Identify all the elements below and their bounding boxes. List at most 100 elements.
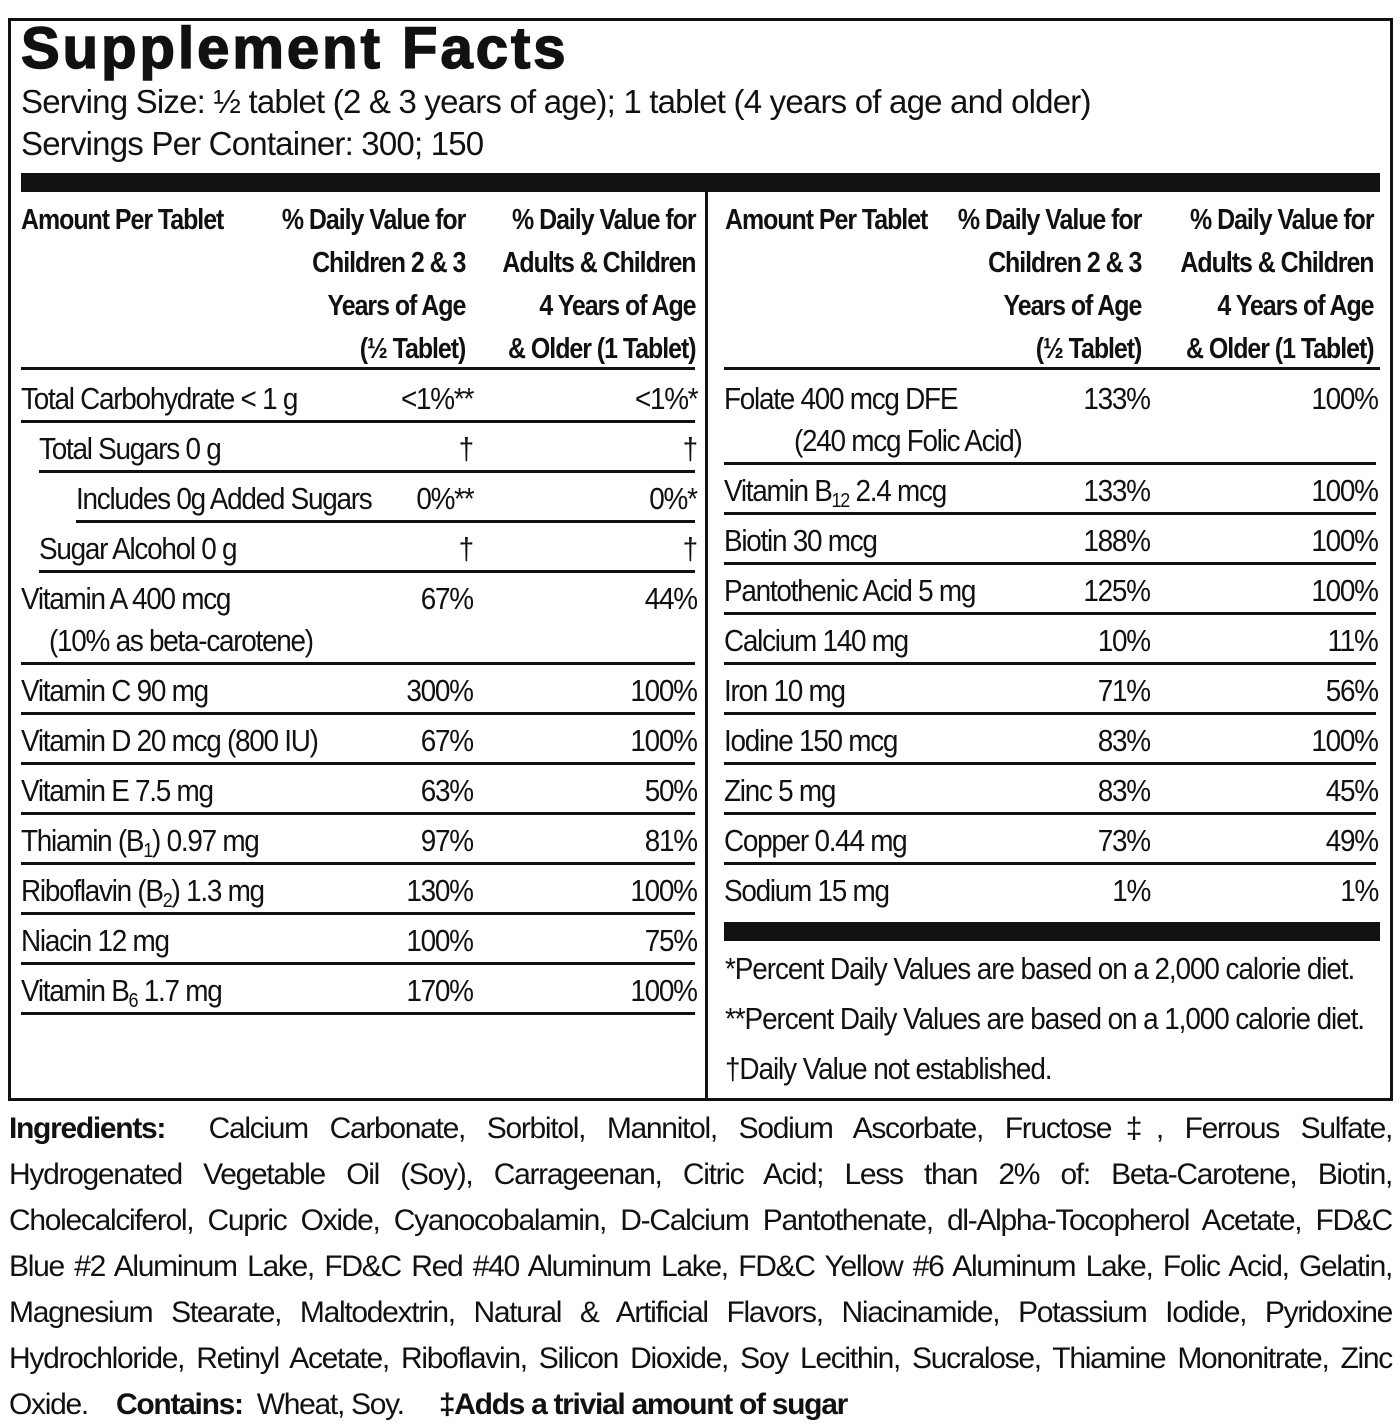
serving-size: Serving Size: ½ tablet (2 & 3 years of a… [21,83,1091,120]
nutrient-row: Includes 0g Added Sugars 0%** 0%* [21,473,698,523]
header-line: (½ Tablet) [1035,333,1142,365]
nutrient-name: Vitamin C 90 mg [21,673,209,709]
header-line: Adults & Children [1179,247,1374,279]
nutrient-name: Total Sugars 0 g [39,431,222,467]
ingredients-label: Ingredients: [9,1112,166,1145]
dv-children: 10% [1097,623,1151,658]
header-line: Years of Age [327,290,466,322]
dv-children: 188% [1083,523,1152,558]
nutrient-name: Vitamin B12 2.4 mcg [724,473,947,513]
header-children-left: % Daily Value for Children 2 & 3 Years of … [281,199,466,371]
nutrient-name-text: Niacin 12 mg [21,923,170,958]
nutrient-row: Zinc 5 mg 83% 45% [724,765,1379,815]
header-line: & Older (1 Tablet) [507,333,696,365]
row-rule [39,570,695,573]
dv-adults: 56% [1325,673,1379,708]
header-line: 4 Years of Age [538,290,696,322]
nutrient-name: Vitamin D 20 mcg (800 IU) [21,723,319,759]
ingredients-section: Ingredients: Calcium Carbonate, Sorbitol… [9,1106,1393,1428]
dv-children: 97% [420,823,474,858]
header-line: % Daily Value for [1189,204,1374,236]
header-rule-right [724,367,1380,370]
nutrient-row: Vitamin E 7.5 mg 63% 50% [21,765,698,815]
row-rule [39,470,695,473]
header-adults-left: % Daily Value for Adults & Children 4 Year… [501,199,696,371]
nutrient-name-text: Calcium 140 mg [724,623,909,658]
nutrient-name-text: Total Carbohydrate < 1 g [21,381,298,416]
nutrient-name: Thiamin (B1) 0.97 mg [21,823,260,863]
nutrient-row: Thiamin (B1) 0.97 mg 97% 81% [21,815,698,865]
row-rule [724,612,1376,615]
nutrient-name-text: Iron 10 mg [724,673,846,708]
nutrient-row: Iron 10 mg 71% 56% [724,665,1379,715]
header-amount-right: Amount Per Tablet [725,204,928,236]
panel-title: Supplement Facts [20,15,569,82]
dv-adults: 100% [1311,381,1380,416]
subscript: 1 [143,840,153,862]
thick-divider [21,173,1380,192]
row-rule [724,712,1376,715]
nutrient-name: Iodine 150 mcg [724,723,898,759]
nutrient-name: Sodium 15 mg [724,873,890,909]
nutrient-name-detail: (10% as beta-carotene) [49,623,314,658]
subscript: 2 [162,890,173,912]
dv-adults: 44% [644,581,698,616]
nutrient-row: Vitamin B12 2.4 mcg 133% 100% [724,465,1379,515]
dv-children: 133% [1083,473,1152,508]
nutrient-row: Total Carbohydrate < 1 g <1%** <1%* [21,373,699,423]
dv-adults: 100% [630,723,699,758]
nutrient-row: Riboflavin (B2) 1.3 mg 130% 100% [21,865,698,915]
dv-adults: 11% [1328,623,1379,658]
nutrient-name-text: Pantothenic Acid 5 mg [724,573,976,608]
nutrient-name: Copper 0.44 mg [724,823,908,859]
header-amount-left: Amount Per Tablet [21,204,224,236]
dv-adults: 1% [1340,873,1379,908]
nutrient-row: Pantothenic Acid 5 mg 125% 100% [724,565,1379,615]
nutrient-name: Vitamin B6 1.7 mg [21,973,223,1013]
row-rule [21,862,695,865]
ingredients-text: Calcium Carbonate, Sorbitol, Mannitol, S… [9,1112,1393,1421]
thick-divider-footnotes [724,922,1380,941]
dv-children: 133% [1083,381,1152,416]
nutrient-row: Folate 400 mcg DFE (240 mcg Folic Acid) 13… [724,373,1380,465]
nutrient-name: Includes 0g Added Sugars [76,481,373,517]
nutrient-name: Riboflavin (B2) 1.3 mg [21,873,265,913]
dv-children: † [458,431,475,466]
header-line: % Daily Value for [281,204,466,236]
dv-children: 83% [1097,723,1151,758]
nutrient-name-text: Total Sugars 0 g [39,431,222,466]
header-line: Years of Age [1003,290,1142,322]
header-line: 4 Years of Age [1216,290,1374,322]
subscript: 6 [128,990,139,1012]
dv-adults: <1%* [634,381,699,416]
dv-children: † [458,531,475,566]
dv-adults: 100% [630,973,699,1008]
sugar-note: ‡Adds a trivial amount of sugar [438,1388,848,1421]
header-line: Children 2 & 3 [311,247,466,279]
nutrient-name-text: Vitamin A 400 mcg [21,581,231,616]
dv-children: 73% [1097,823,1151,858]
row-rule [724,862,1376,865]
footnote: †Daily Value not established. [725,1051,1053,1086]
dv-children: 67% [420,581,474,616]
header-adults-right: % Daily Value for Adults & Children 4 Year… [1179,199,1374,371]
row-rule [21,962,695,965]
nutrient-row: Biotin 30 mcg 188% 100% [724,515,1379,565]
dv-children: 130% [406,873,475,908]
row-rule [21,712,695,715]
dv-children: 1% [1112,873,1151,908]
nutrient-row: Sugar Alcohol 0 g † † [21,523,698,573]
nutrient-table-right: Folate 400 mcg DFE (240 mcg Folic Acid) 13… [724,373,1380,915]
nutrient-name-text: Sodium 15 mg [724,873,890,908]
dv-children: 0%** [415,481,474,516]
nutrient-name-text: Includes 0g Added Sugars [76,481,373,516]
nutrient-row: Iodine 150 mcg 83% 100% [724,715,1379,765]
subscript: 12 [831,490,851,512]
row-rule [21,1012,695,1015]
row-rule [724,512,1376,515]
nutrient-row: Copper 0.44 mg 73% 49% [724,815,1379,865]
header-line: (½ Tablet) [359,333,466,365]
row-rule [724,562,1376,565]
dv-children: 125% [1083,573,1152,608]
header-line: Adults & Children [501,247,696,279]
